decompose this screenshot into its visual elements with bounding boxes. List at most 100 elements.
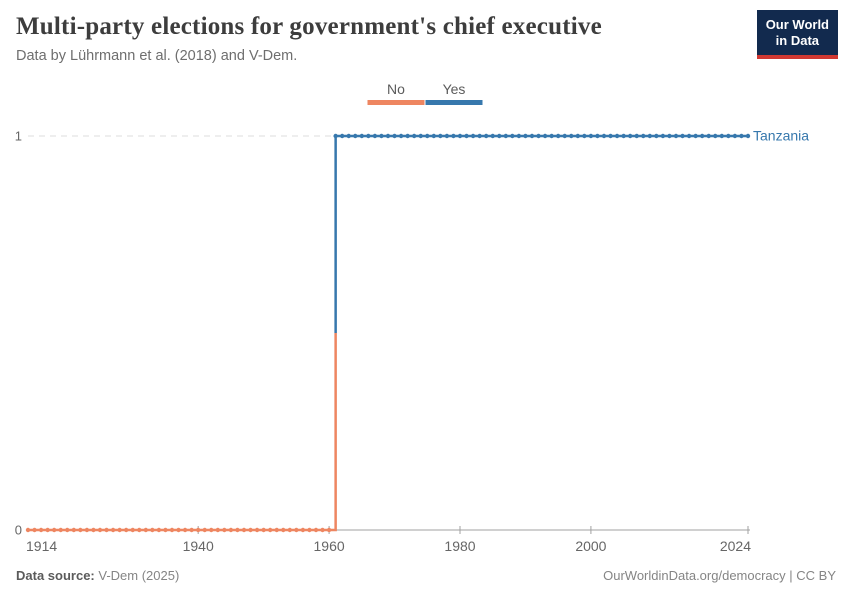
data-point-marker[interactable]: [379, 133, 384, 139]
data-point-marker[interactable]: [346, 133, 351, 139]
data-point-marker[interactable]: [470, 133, 476, 139]
data-point-marker[interactable]: [699, 133, 705, 139]
data-point-marker[interactable]: [78, 527, 83, 533]
series-markers-no[interactable]: [25, 527, 332, 533]
data-point-marker[interactable]: [667, 133, 672, 139]
legend-item-no[interactable]: No: [367, 81, 425, 105]
data-point-marker[interactable]: [680, 133, 685, 139]
data-point-marker[interactable]: [32, 527, 37, 533]
data-point-marker[interactable]: [497, 133, 502, 139]
data-point-marker[interactable]: [549, 133, 554, 139]
owid-logo[interactable]: Our World in Data: [756, 10, 838, 59]
data-point-marker[interactable]: [254, 527, 260, 533]
data-point-marker[interactable]: [300, 527, 306, 533]
data-point-marker[interactable]: [261, 527, 266, 533]
data-point-marker[interactable]: [97, 527, 103, 533]
data-point-marker[interactable]: [523, 133, 528, 139]
data-point-marker[interactable]: [326, 527, 332, 533]
data-point-marker[interactable]: [706, 133, 711, 139]
data-point-marker[interactable]: [202, 527, 207, 533]
data-point-marker[interactable]: [411, 133, 417, 139]
data-point-marker[interactable]: [451, 133, 456, 139]
data-point-marker[interactable]: [431, 133, 437, 139]
data-point-marker[interactable]: [38, 527, 44, 533]
data-point-marker[interactable]: [209, 527, 214, 533]
data-point-marker[interactable]: [339, 133, 345, 139]
data-point-marker[interactable]: [274, 527, 279, 533]
data-point-marker[interactable]: [673, 133, 679, 139]
data-point-marker[interactable]: [621, 133, 626, 139]
data-point-marker[interactable]: [110, 527, 116, 533]
data-point-marker[interactable]: [372, 133, 378, 139]
data-point-marker[interactable]: [313, 527, 319, 533]
data-point-marker[interactable]: [143, 527, 149, 533]
data-point-marker[interactable]: [483, 133, 489, 139]
data-point-marker[interactable]: [71, 527, 77, 533]
data-point-marker[interactable]: [385, 133, 391, 139]
data-point-marker[interactable]: [163, 527, 168, 533]
data-point-marker[interactable]: [418, 133, 423, 139]
data-point-marker[interactable]: [123, 527, 129, 533]
data-point-marker[interactable]: [490, 133, 495, 139]
data-point-marker[interactable]: [555, 133, 561, 139]
entity-label[interactable]: Tanzania: [753, 128, 809, 144]
data-point-marker[interactable]: [150, 527, 155, 533]
data-point-marker[interactable]: [529, 133, 535, 139]
data-point-marker[interactable]: [267, 527, 273, 533]
legend-item-yes[interactable]: Yes: [425, 81, 483, 105]
data-point-marker[interactable]: [641, 133, 646, 139]
data-point-marker[interactable]: [686, 133, 692, 139]
data-point-marker[interactable]: [104, 527, 109, 533]
data-point-marker[interactable]: [575, 133, 581, 139]
data-point-marker[interactable]: [58, 527, 63, 533]
data-point-marker[interactable]: [438, 133, 443, 139]
data-point-marker[interactable]: [215, 527, 221, 533]
data-point-marker[interactable]: [660, 133, 666, 139]
data-point-marker[interactable]: [608, 133, 613, 139]
data-point-marker[interactable]: [719, 133, 725, 139]
data-point-marker[interactable]: [457, 133, 463, 139]
data-point-marker[interactable]: [281, 527, 286, 533]
data-point-marker[interactable]: [294, 527, 299, 533]
series-markers-yes[interactable]: [333, 133, 751, 139]
data-point-marker[interactable]: [228, 527, 234, 533]
data-point-marker[interactable]: [169, 527, 175, 533]
data-point-marker[interactable]: [235, 527, 240, 533]
data-point-marker[interactable]: [84, 527, 90, 533]
data-point-marker[interactable]: [392, 133, 397, 139]
data-point-marker[interactable]: [398, 133, 404, 139]
data-point-marker[interactable]: [405, 133, 410, 139]
data-point-marker[interactable]: [693, 133, 698, 139]
data-point-marker[interactable]: [176, 527, 181, 533]
data-point-marker[interactable]: [477, 133, 482, 139]
data-point-marker[interactable]: [745, 133, 751, 139]
data-point-marker[interactable]: [614, 133, 620, 139]
data-point-marker[interactable]: [189, 527, 194, 533]
data-point-marker[interactable]: [569, 133, 574, 139]
data-point-marker[interactable]: [307, 527, 312, 533]
data-point-marker[interactable]: [588, 133, 594, 139]
data-point-marker[interactable]: [287, 527, 293, 533]
data-point-marker[interactable]: [542, 133, 548, 139]
data-point-marker[interactable]: [654, 133, 659, 139]
data-point-marker[interactable]: [726, 133, 731, 139]
data-point-marker[interactable]: [320, 527, 325, 533]
data-point-marker[interactable]: [464, 133, 469, 139]
data-point-marker[interactable]: [182, 527, 188, 533]
data-point-marker[interactable]: [248, 527, 253, 533]
data-point-marker[interactable]: [117, 527, 122, 533]
data-point-marker[interactable]: [582, 133, 587, 139]
data-point-marker[interactable]: [65, 527, 70, 533]
data-point-marker[interactable]: [647, 133, 653, 139]
data-point-marker[interactable]: [241, 527, 247, 533]
data-point-marker[interactable]: [359, 133, 365, 139]
data-point-marker[interactable]: [739, 133, 744, 139]
data-point-marker[interactable]: [353, 133, 358, 139]
data-point-marker[interactable]: [444, 133, 450, 139]
data-point-marker[interactable]: [634, 133, 639, 139]
data-point-marker[interactable]: [195, 527, 201, 533]
data-point-marker[interactable]: [627, 133, 633, 139]
data-point-marker[interactable]: [91, 527, 96, 533]
data-point-marker[interactable]: [45, 527, 50, 533]
